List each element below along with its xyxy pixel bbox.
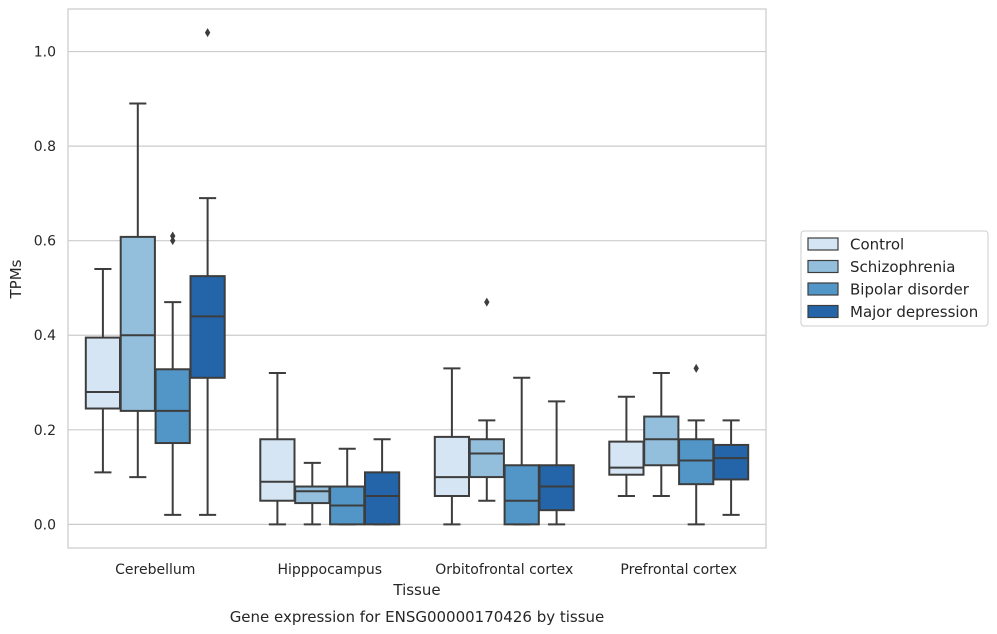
box-series	[84, 28, 750, 526]
box-3-1	[363, 438, 401, 526]
outlier-point	[204, 28, 211, 38]
plot-frame	[67, 8, 767, 549]
outlier-point	[484, 297, 490, 307]
box-0-2	[433, 367, 471, 526]
x-tick-label: Orbitofrontal cortex	[435, 562, 573, 578]
legend-label: Bipolar disorder	[850, 281, 970, 299]
legend: Control Schizophrenia Bipolar disorder Majo…	[800, 230, 989, 327]
box-2-2	[503, 376, 540, 526]
y-tick-label: 0.4	[34, 328, 56, 344]
legend-swatch	[807, 259, 839, 274]
x-tick-label: Hipppocampus	[277, 562, 382, 578]
box	[294, 485, 331, 505]
y-tick-labels: 0.0 0.2 0.4 0.6 0.8 1.0	[34, 45, 56, 534]
legend-label: Major depression	[850, 303, 978, 321]
box	[643, 415, 680, 467]
y-tick-label: 0.6	[34, 234, 56, 250]
outlier-point	[693, 363, 699, 373]
box-1-0	[119, 102, 156, 479]
box	[503, 464, 540, 526]
legend-label: Control	[850, 236, 904, 254]
box	[119, 235, 156, 412]
chart-caption: Gene expression for ENSG00000170426 by t…	[230, 608, 605, 626]
legend-swatch	[807, 282, 839, 296]
y-tick-label: 0.0	[34, 517, 56, 533]
legend-swatch	[807, 304, 839, 319]
box	[608, 440, 645, 476]
x-tick-label: Cerebellum	[115, 562, 195, 578]
box-3-2	[538, 400, 575, 526]
outlier-point	[170, 231, 176, 241]
box	[363, 471, 401, 526]
box	[259, 438, 296, 502]
legend-frame	[800, 230, 989, 327]
y-axis-label: TPMs	[7, 259, 25, 299]
box	[154, 368, 191, 445]
box-2-3	[678, 363, 715, 526]
box	[468, 438, 505, 479]
y-tick-label: 0.8	[34, 139, 56, 155]
x-tick-label: Prefrontal cortex	[620, 562, 737, 578]
box-0-1	[259, 372, 296, 526]
box-1-2	[468, 297, 505, 502]
box-1-3	[643, 372, 680, 497]
legend-label: Schizophrenia	[850, 258, 955, 276]
box-0-3	[608, 395, 645, 497]
box	[84, 336, 122, 410]
box-2-0	[154, 231, 191, 516]
box-3-0	[189, 28, 226, 516]
x-axis-label: Tissue	[392, 581, 440, 599]
legend-swatch	[807, 237, 839, 251]
x-tick-labels: Cerebellum Hipppocampus Orbitofrontal cort…	[115, 562, 737, 578]
box	[538, 464, 575, 512]
box	[712, 443, 750, 481]
box	[189, 275, 226, 379]
box-3-3	[712, 419, 750, 516]
y-tick-label: 0.2	[34, 423, 56, 439]
outlier-point	[170, 236, 176, 246]
y-tick-label: 1.0	[34, 45, 56, 61]
box	[433, 435, 471, 497]
box	[678, 438, 715, 486]
